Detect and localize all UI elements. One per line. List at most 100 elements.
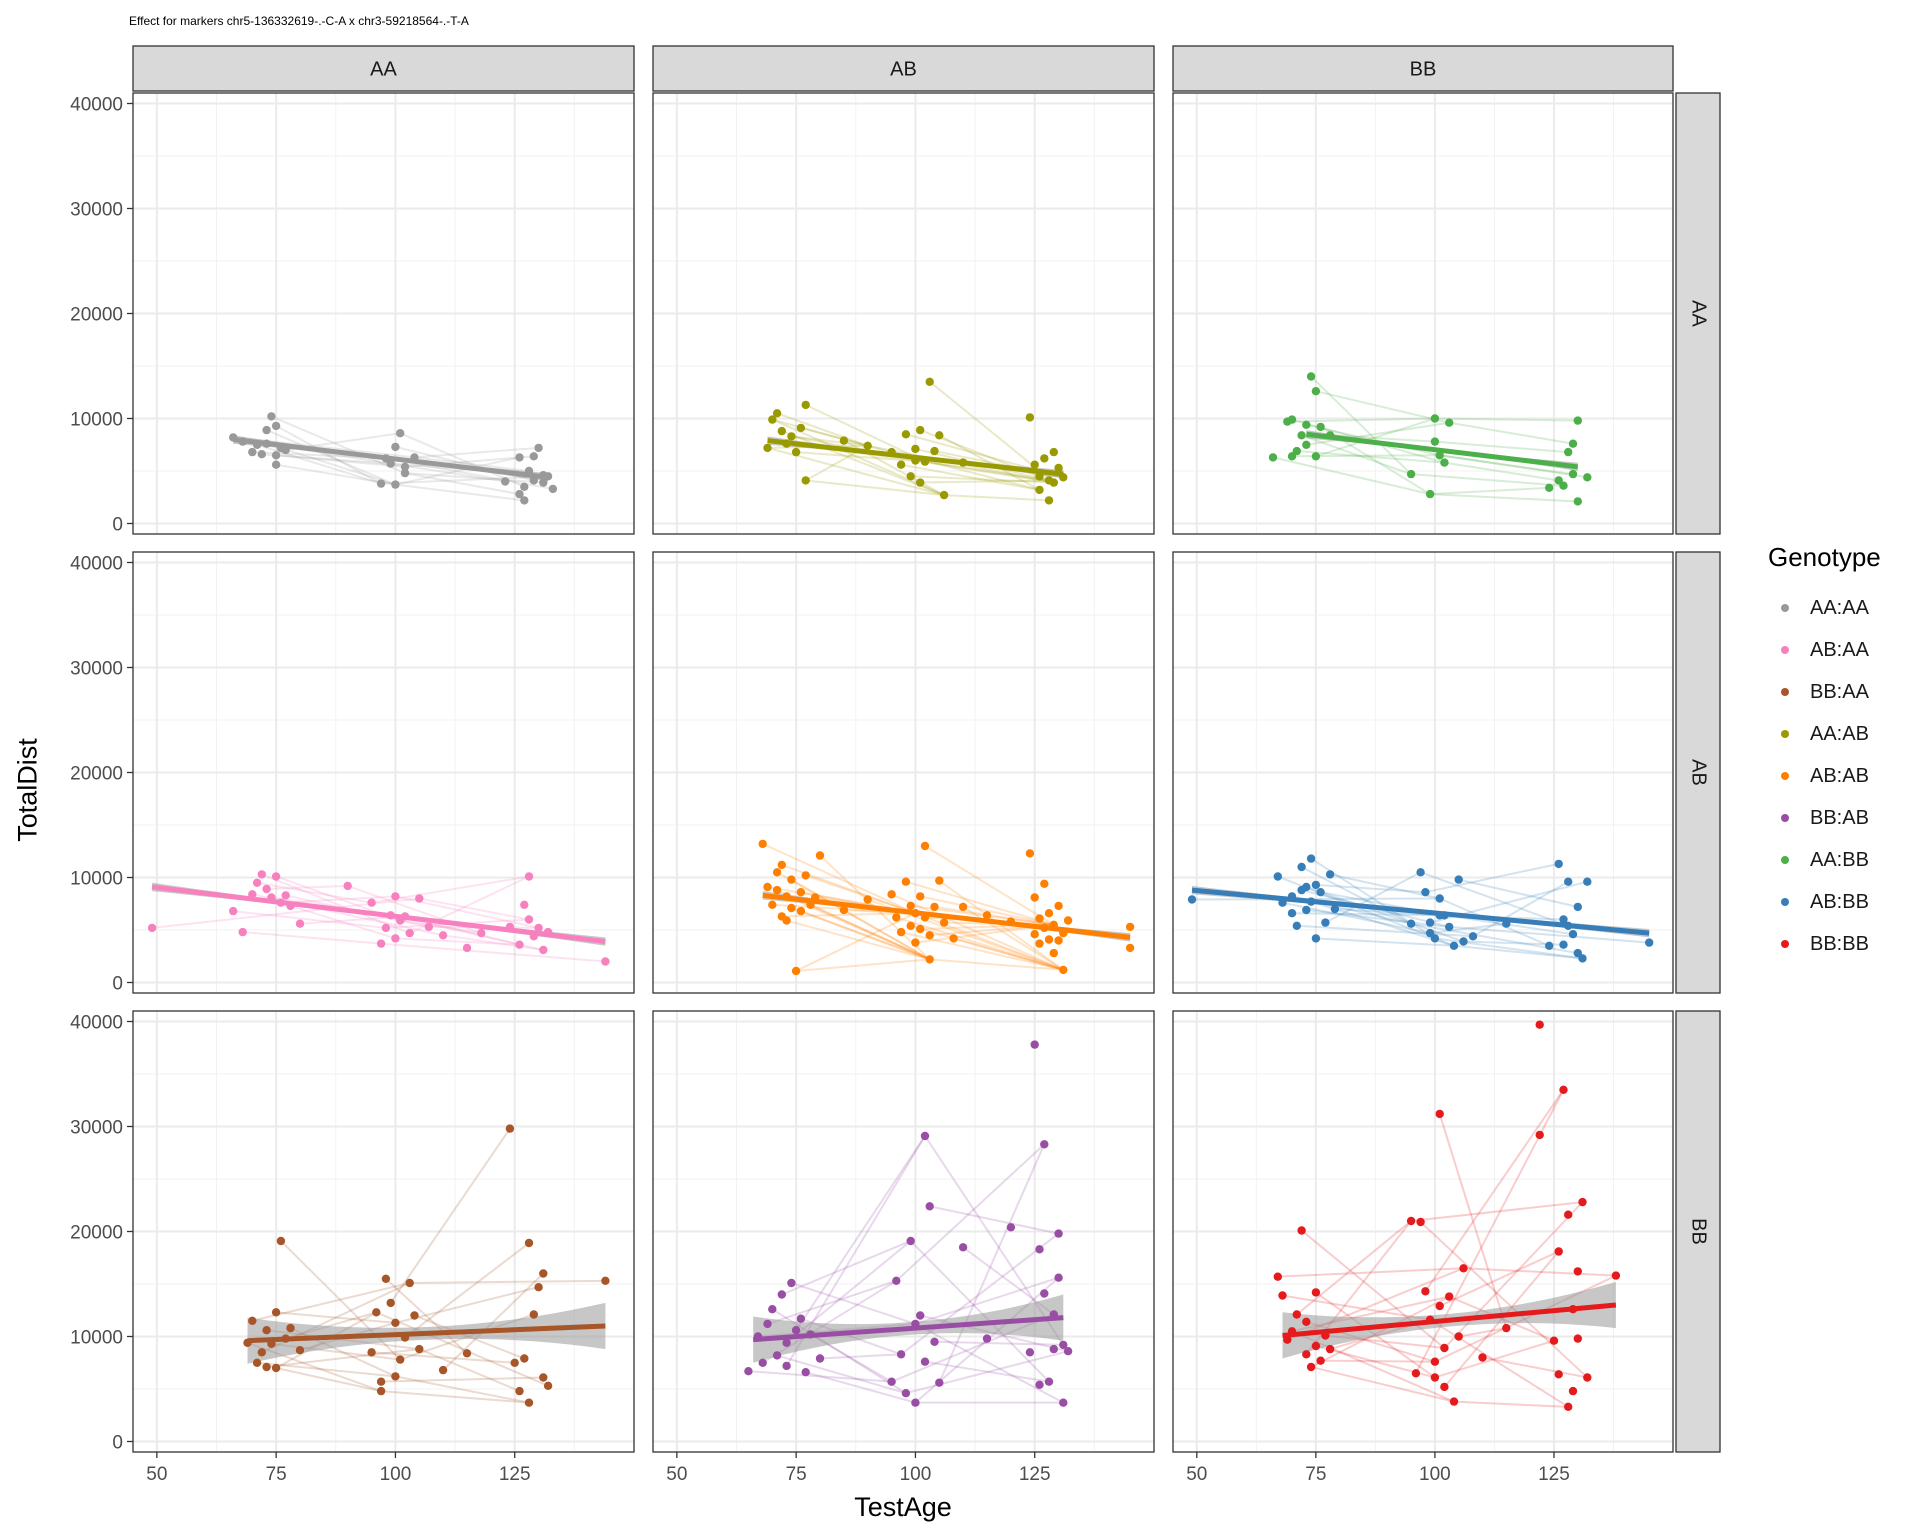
trajectory-line <box>381 1376 544 1383</box>
data-point <box>1054 463 1063 473</box>
y-tick-label: 10000 <box>70 869 123 890</box>
data-point <box>295 1346 305 1355</box>
data-point <box>367 898 376 907</box>
trajectory-line <box>442 934 544 951</box>
data-point <box>1564 1210 1573 1219</box>
trajectory-line <box>896 916 1064 971</box>
x-tick-label: 100 <box>380 1464 412 1485</box>
trajectory-line <box>404 472 520 496</box>
data-point <box>763 882 772 892</box>
data-point <box>1564 447 1573 457</box>
trajectory-line <box>1430 493 1578 503</box>
data-point <box>147 923 157 933</box>
data-point <box>887 890 896 899</box>
y-tick-label: 10000 <box>70 410 123 431</box>
data-point <box>1025 1348 1035 1357</box>
data-point <box>1040 1140 1049 1149</box>
data-point <box>930 1337 939 1347</box>
data-point <box>1302 420 1311 429</box>
data-point <box>1054 1273 1063 1282</box>
trajectory-line <box>953 937 1064 971</box>
data-point <box>1049 447 1059 457</box>
trajectory-line <box>1419 1221 1588 1379</box>
legend-key <box>1768 675 1802 709</box>
trajectory-line <box>442 1272 545 1371</box>
trajectory-line <box>938 879 1064 971</box>
data-point <box>1059 1340 1068 1350</box>
data-point <box>1311 452 1321 461</box>
data-point <box>1292 446 1302 456</box>
panel-border <box>652 92 1155 535</box>
legend-key <box>1768 633 1802 667</box>
trajectory-line <box>786 919 931 961</box>
data-point <box>839 905 849 915</box>
legend-dot-icon <box>1781 646 1789 654</box>
data-point <box>1573 902 1583 912</box>
data-point <box>524 915 534 924</box>
data-point <box>524 1398 534 1407</box>
data-point <box>1564 877 1573 886</box>
trajectory-line <box>1296 1220 1412 1316</box>
data-point <box>372 1308 381 1317</box>
data-point <box>930 902 939 912</box>
data-point <box>1583 1373 1592 1382</box>
data-point <box>758 839 767 849</box>
legend-item: BB:AB <box>1768 797 1881 839</box>
data-point <box>391 480 400 489</box>
data-point <box>257 450 266 459</box>
trajectory-line <box>796 958 930 972</box>
data-point <box>1440 1382 1449 1392</box>
data-point <box>1025 413 1035 422</box>
trajectory-line <box>938 434 1040 491</box>
panel-BB-AA <box>132 1010 635 1453</box>
trajectory-line <box>404 472 544 484</box>
data-point <box>1502 1323 1511 1333</box>
data-point <box>1435 1109 1444 1119</box>
data-point <box>524 872 534 881</box>
trajectory-line <box>934 1340 1064 1346</box>
trajectory-line <box>1439 454 1574 476</box>
data-point <box>1554 1370 1563 1379</box>
trajectory-line <box>944 494 1050 502</box>
y-tick-label: 0 <box>112 515 123 536</box>
trajectory-line <box>233 910 386 929</box>
legend-dot-icon <box>1781 856 1789 864</box>
data-point <box>758 1358 767 1368</box>
trajectory-line <box>1410 1201 1583 1222</box>
panel-border <box>1172 551 1674 994</box>
trajectory-line <box>929 1205 1059 1235</box>
data-point <box>343 881 352 891</box>
data-point <box>1306 1362 1316 1372</box>
data-point <box>777 426 786 436</box>
data-point <box>1316 1356 1325 1365</box>
trajectory-line <box>1453 944 1583 960</box>
panel-border <box>1172 92 1674 535</box>
data-point <box>1306 854 1316 863</box>
data-point <box>1040 454 1049 463</box>
data-point <box>782 1338 791 1348</box>
data-point <box>438 931 448 940</box>
trajectory-line <box>280 895 396 904</box>
data-point <box>801 476 810 485</box>
data-point <box>410 1311 419 1320</box>
data-point <box>400 468 410 478</box>
data-point <box>1063 916 1073 925</box>
data-point <box>772 409 782 418</box>
trajectory-line <box>1434 440 1569 454</box>
data-point <box>744 1367 753 1376</box>
data-point <box>1287 415 1297 424</box>
legend-key <box>1768 927 1802 961</box>
y-tick-label: 20000 <box>70 1223 123 1244</box>
data-point <box>1559 915 1568 924</box>
legend-item: AA:AB <box>1768 713 1881 755</box>
data-point <box>958 902 968 912</box>
trajectory-line <box>776 412 869 447</box>
data-point <box>916 892 925 901</box>
trajectory-line <box>1296 450 1445 464</box>
data-point <box>1406 469 1416 479</box>
data-point <box>1187 895 1197 904</box>
data-point <box>772 1351 782 1360</box>
data-point <box>1044 909 1054 918</box>
trajectory-line <box>1434 417 1578 422</box>
